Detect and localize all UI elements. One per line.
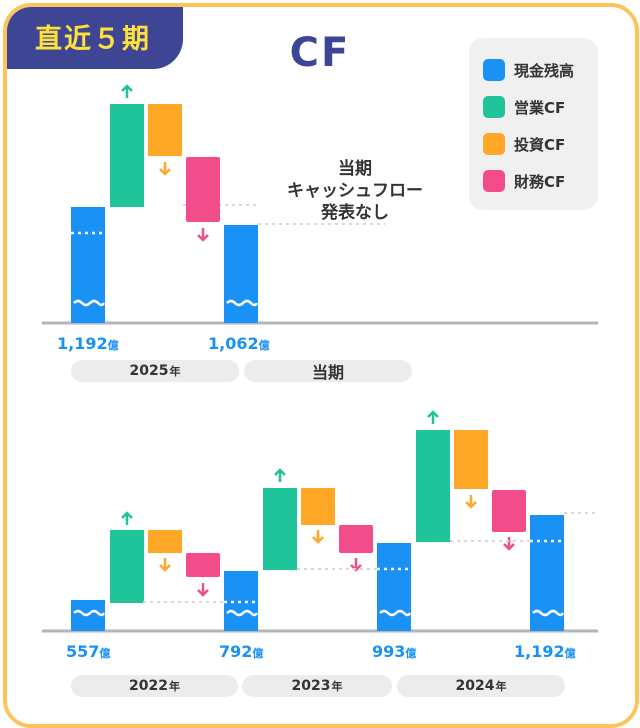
period-pill-2023: 2023 年 — [242, 675, 392, 697]
financing-bar-2022 — [186, 553, 220, 577]
investing-bar-2025 — [148, 104, 182, 156]
up-arrow-icon — [121, 511, 133, 525]
value-label-top: 1,062億 — [208, 334, 270, 353]
legend-swatch-financing — [483, 170, 505, 192]
investing-bar-2022 — [148, 530, 182, 553]
legend-item-cash: 現金残高 — [483, 58, 574, 82]
note-line: 当期 — [338, 159, 372, 179]
operating-bar-2022 — [110, 530, 144, 603]
legend: 現金残高 営業CF 投資CF 財務CF — [469, 38, 598, 210]
note-line: 発表なし — [321, 203, 389, 223]
break-mark — [379, 609, 412, 617]
legend-label-financing: 財務CF — [514, 172, 566, 191]
legend-swatch-cash — [483, 59, 505, 81]
financing-bar-2024 — [492, 490, 526, 532]
no-cf-note: 当期 キャッシュフロー 発表なし — [270, 158, 440, 224]
period-badge: 直近５期 — [7, 7, 183, 69]
down-arrow-icon — [312, 530, 324, 544]
chart-title: CF — [289, 30, 351, 76]
break-mark — [73, 299, 106, 307]
period-pill-2025: 2025 年 — [71, 360, 239, 382]
cash-bar-2025-end — [224, 225, 258, 323]
break-mark — [73, 609, 106, 617]
legend-swatch-investing — [483, 133, 505, 155]
period-pill-2024: 2024 年 — [397, 675, 565, 697]
legend-label-operating: 営業CF — [514, 98, 566, 117]
value-label-bottom: 792億 — [219, 642, 263, 661]
legend-label-investing: 投資CF — [514, 135, 566, 154]
cash-bar-2024 — [377, 543, 411, 631]
legend-item-financing: 財務CF — [483, 169, 565, 193]
legend-label-cash: 現金残高 — [514, 61, 575, 80]
value-label-bottom: 1,192億 — [514, 642, 576, 661]
financing-bar-2025 — [186, 157, 220, 222]
investing-bar-2023 — [301, 488, 335, 525]
break-mark — [226, 609, 259, 617]
legend-item-investing: 投資CF — [483, 132, 565, 156]
legend-item-operating: 営業CF — [483, 95, 565, 119]
up-arrow-icon — [121, 84, 133, 98]
value-label-bottom: 993億 — [372, 642, 416, 661]
operating-bar-2024 — [416, 430, 450, 542]
value-label-bottom: 557億 — [66, 642, 110, 661]
value-label-top: 1,192億 — [57, 334, 119, 353]
down-arrow-icon — [465, 495, 477, 509]
operating-bar-2025 — [110, 104, 144, 207]
up-arrow-icon — [427, 410, 439, 424]
break-mark — [226, 299, 259, 307]
period-pill-current: 当期 — [244, 360, 412, 382]
down-arrow-icon — [197, 228, 209, 242]
note-line: キャッシュフロー — [287, 181, 423, 201]
financing-bar-2023 — [339, 525, 373, 553]
legend-swatch-operating — [483, 96, 505, 118]
down-arrow-icon — [159, 162, 171, 176]
down-arrow-icon — [503, 537, 515, 551]
investing-bar-2024 — [454, 430, 488, 489]
operating-bar-2023 — [263, 488, 297, 570]
period-pill-2022: 2022 年 — [71, 675, 238, 697]
up-arrow-icon — [274, 468, 286, 482]
down-arrow-icon — [159, 558, 171, 572]
break-mark — [532, 609, 565, 617]
down-arrow-icon — [197, 583, 209, 597]
